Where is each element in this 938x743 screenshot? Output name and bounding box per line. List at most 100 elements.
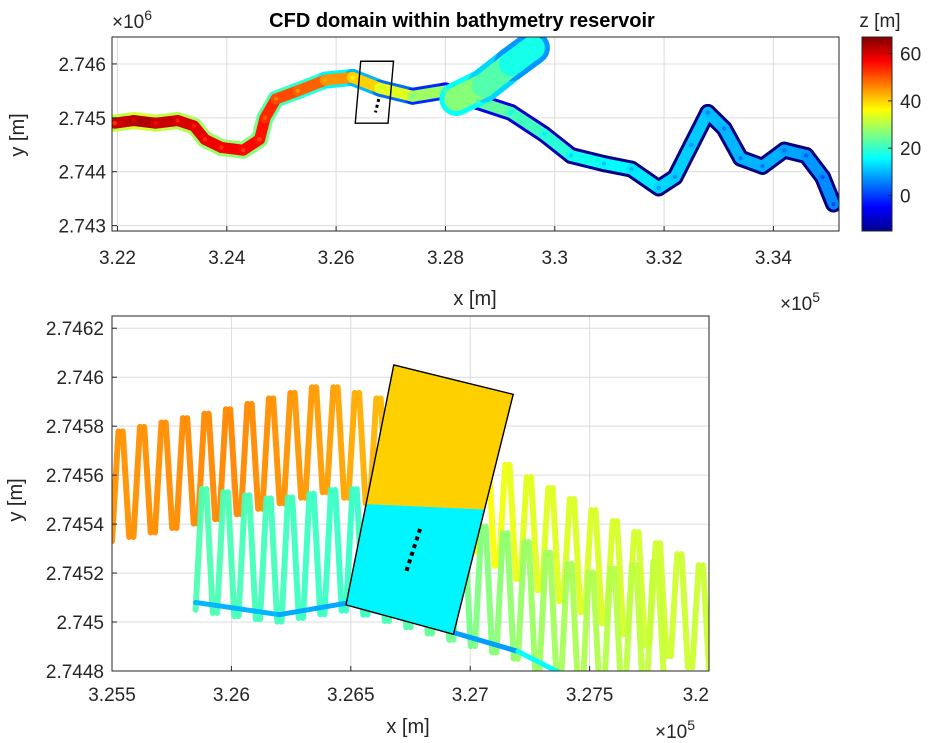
top-y-tick-label: 2.746 xyxy=(58,55,106,76)
bottom-cfd-domain-outline xyxy=(345,364,515,636)
lower-transect xyxy=(321,487,334,618)
top-x-tick-label: 3.3 xyxy=(542,248,568,269)
edge-track xyxy=(515,648,562,671)
survey-point xyxy=(191,123,197,129)
bottom-x-exponent: ×105 xyxy=(655,717,695,743)
top-x-tick-label: 3.34 xyxy=(755,248,792,269)
lower-transect xyxy=(214,489,227,616)
top-y-tick-label: 2.745 xyxy=(58,109,106,130)
survey-point xyxy=(760,164,765,169)
survey-point xyxy=(508,110,514,115)
cfd-shallow-region xyxy=(346,504,485,635)
upper-transect xyxy=(280,389,294,507)
top-x-tick-label: 3.24 xyxy=(208,248,245,269)
upper-transect xyxy=(119,428,133,540)
river-segment xyxy=(817,171,839,210)
colorbar-label: z [m] xyxy=(859,11,900,32)
lower-transect xyxy=(235,492,249,620)
upper-transect xyxy=(345,389,358,501)
survey-point xyxy=(541,131,547,137)
lower-transect xyxy=(504,530,517,662)
bottom-x-tick-label: 3.26 xyxy=(213,685,250,706)
survey-point xyxy=(476,99,481,104)
lower-transect xyxy=(623,562,635,671)
lower-transect xyxy=(644,558,657,671)
survey-point xyxy=(112,121,117,126)
lower-transect xyxy=(482,523,496,656)
top-x-tick-label: 3.22 xyxy=(99,248,136,269)
river-segment xyxy=(407,85,451,102)
colorbar: z [m] 0 20 40 60 xyxy=(859,11,921,232)
lower-transect xyxy=(224,489,238,620)
survey-point xyxy=(350,75,355,80)
top-x-tick-label: 3.26 xyxy=(318,248,355,269)
upper-transect xyxy=(700,562,709,671)
bottom-x-ticks: 3.255 3.26 3.265 3.27 3.275 3.2 xyxy=(88,666,710,706)
bottom-x-tick-label: 3.255 xyxy=(88,685,136,706)
upper-transect xyxy=(592,507,606,627)
lower-transect xyxy=(611,565,624,671)
survey-point xyxy=(153,121,158,126)
lower-transect xyxy=(580,569,592,671)
lower-transect xyxy=(654,558,667,671)
lower-transect xyxy=(300,490,313,621)
bottom-x-tick-label: 3.27 xyxy=(452,685,489,706)
bottom-y-tick-label: 2.7458 xyxy=(46,417,104,438)
lower-transect xyxy=(257,495,270,623)
upper-transect xyxy=(356,389,369,507)
river-segment xyxy=(625,163,665,194)
top-x-ticks: 3.22 3.24 3.26 3.28 3.3 3.32 3.34 xyxy=(99,226,792,269)
lower-transect xyxy=(633,562,645,671)
river-segment xyxy=(538,128,577,162)
survey-point xyxy=(738,156,743,161)
cfd-deep-region xyxy=(366,364,514,510)
edge-track xyxy=(276,599,354,618)
colorbar-tick-label: 20 xyxy=(900,139,921,160)
top-probe-line xyxy=(374,98,381,113)
survey-point xyxy=(131,118,137,123)
lower-transect xyxy=(602,565,614,671)
upper-transect xyxy=(635,529,649,649)
lower-transect xyxy=(590,569,602,671)
bottom-plot-frame xyxy=(111,315,710,672)
upper-transect xyxy=(259,395,272,512)
edge-track xyxy=(193,599,282,618)
bottom-y-tick-label: 2.746 xyxy=(56,368,104,389)
top-panel: 3.22 3.24 3.26 3.28 3.3 3.32 3.34 2.7432.7442.… xyxy=(7,7,840,315)
upper-transect xyxy=(291,389,305,501)
bottom-y-tick-label: 2.745 xyxy=(56,613,104,634)
survey-point xyxy=(295,88,301,94)
top-cfd-domain-outline xyxy=(354,60,395,124)
top-y-axis-label: y [m] xyxy=(7,113,29,156)
bottom-y-tick-label: 2.7454 xyxy=(46,515,105,536)
upper-transect xyxy=(571,496,584,616)
lower-transect xyxy=(493,530,506,656)
upper-transect xyxy=(549,484,563,605)
lower-transect xyxy=(310,490,324,618)
survey-point xyxy=(322,77,328,83)
river-segment xyxy=(685,106,714,151)
upper-transect xyxy=(173,415,186,532)
lower-transect xyxy=(246,492,259,623)
upper-transect xyxy=(678,551,691,671)
lower-transect xyxy=(536,549,549,671)
survey-point xyxy=(219,145,224,150)
survey-point xyxy=(443,88,448,94)
survey-point xyxy=(722,126,727,131)
survey-point xyxy=(672,174,678,180)
survey-point xyxy=(377,85,383,91)
lower-transect xyxy=(547,549,560,671)
river-segment xyxy=(565,150,610,170)
upper-transect xyxy=(313,384,326,496)
survey-point xyxy=(410,94,415,99)
upper-transect xyxy=(151,419,165,536)
upper-transect xyxy=(689,562,702,671)
river-segment xyxy=(374,82,419,102)
survey-point xyxy=(273,96,279,102)
survey-point xyxy=(782,147,787,153)
upper-transect xyxy=(270,395,283,507)
top-y-tick-label: 2.743 xyxy=(58,217,106,238)
lower-transect xyxy=(203,485,216,616)
lower-transect xyxy=(525,538,539,671)
upper-transect xyxy=(112,428,122,545)
